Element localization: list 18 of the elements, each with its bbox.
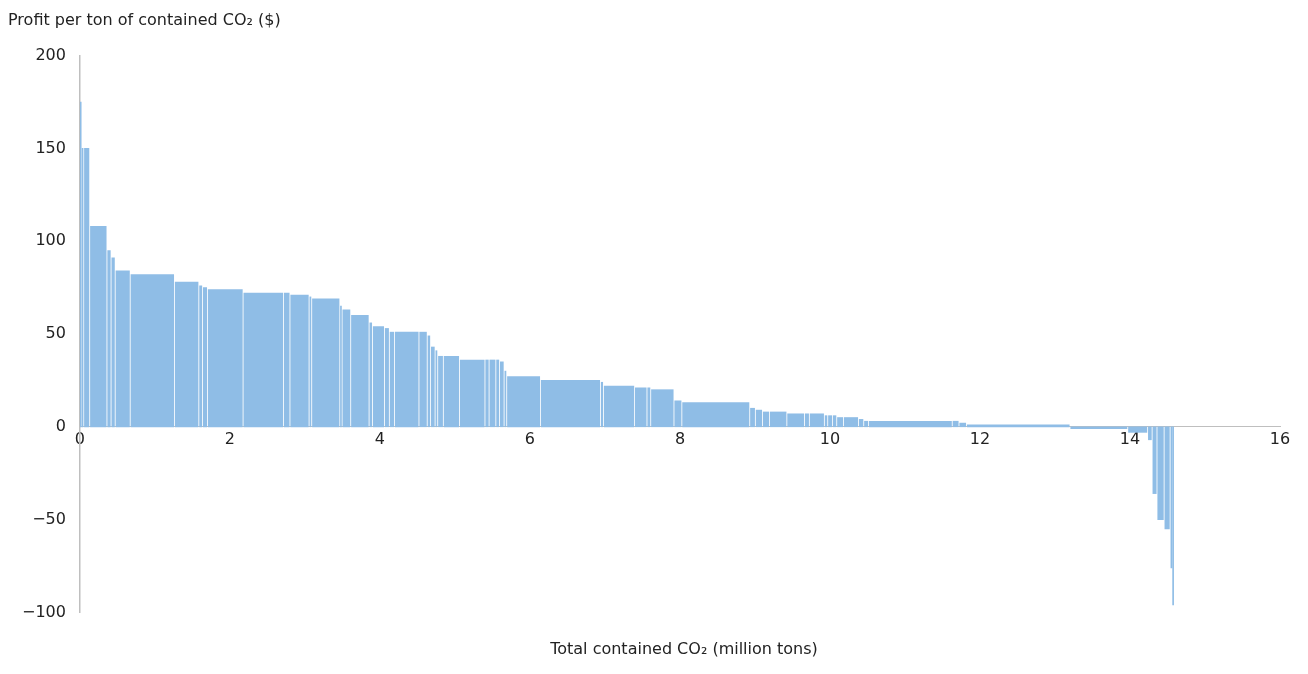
x-tick-label: 16	[1269, 428, 1291, 448]
y-tick-label: 200	[35, 44, 66, 64]
x-tick-label: 12	[969, 428, 991, 448]
y-tick-label: 50	[45, 323, 66, 343]
x-tick-label: 6	[524, 428, 536, 448]
x-tick-label: 0	[74, 428, 86, 448]
y-tick-label: −50	[32, 508, 66, 528]
x-axis-title: Total contained CO₂ (million tons)	[549, 638, 819, 660]
x-tick-label: 4	[374, 428, 386, 448]
x-tick-label: 14	[1119, 428, 1141, 448]
y-tick-label: 0	[55, 415, 66, 435]
x-tick-label: 8	[674, 428, 686, 448]
x-tick-label: 2	[224, 428, 236, 448]
y-axis-title: Profit per ton of contained CO₂ ($)	[8, 9, 282, 31]
y-tick-label: 100	[35, 230, 66, 250]
y-tick-label: 150	[35, 137, 66, 157]
x-tick-label: 10	[819, 428, 841, 448]
y-tick-label: −100	[21, 601, 66, 621]
